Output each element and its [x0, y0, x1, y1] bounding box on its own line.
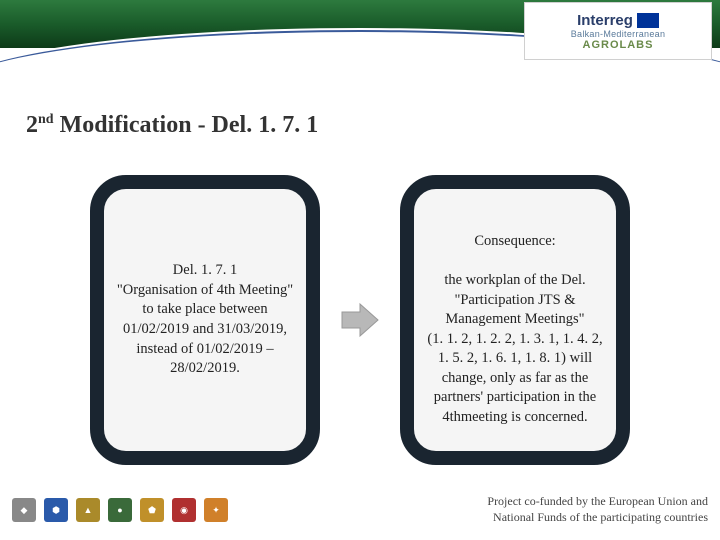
partner-logo-2: ⬢: [44, 498, 68, 522]
cofund-text: Project co-funded by the European Union …: [487, 494, 708, 525]
title-prefix: 2: [26, 112, 38, 138]
footer: ◆ ⬢ ▲ ● ⬟ ◉ ✦ Project co-funded by the E…: [0, 486, 720, 534]
partner-logo-6: ◉: [172, 498, 196, 522]
eu-flag-icon: [637, 13, 659, 28]
page-title: 2nd Modification - Del. 1. 7. 1: [26, 112, 318, 139]
card-right: Consequence: the workplan of the Del. "P…: [400, 175, 630, 465]
card-right-text: Consequence: the workplan of the Del. "P…: [422, 212, 608, 427]
cofund-line1: Project co-funded by the European Union …: [487, 494, 708, 508]
content-row: Del. 1. 7. 1 "Organisation of 4th Meetin…: [0, 170, 720, 470]
title-rest: Modification - Del. 1. 7. 1: [54, 112, 319, 138]
partner-logo-3: ▲: [76, 498, 100, 522]
partner-logo-4: ●: [108, 498, 132, 522]
partner-logos: ◆ ⬢ ▲ ● ⬟ ◉ ✦: [12, 498, 228, 522]
card-right-header: Consequence:: [422, 232, 608, 252]
logo-project: AGROLABS: [583, 39, 654, 51]
card-right-body: the workplan of the Del. "Participation …: [427, 272, 602, 425]
card-left-text: Del. 1. 7. 1 "Organisation of 4th Meetin…: [112, 261, 298, 378]
title-sup: nd: [38, 112, 54, 127]
partner-logo-5: ⬟: [140, 498, 164, 522]
logo-main: Interreg: [577, 12, 633, 29]
partner-logo-7: ✦: [204, 498, 228, 522]
arrow-icon: [338, 298, 382, 342]
program-logo: Interreg Balkan-Mediterranean AGROLABS: [524, 2, 712, 60]
card-left: Del. 1. 7. 1 "Organisation of 4th Meetin…: [90, 175, 320, 465]
logo-subtitle: Balkan-Mediterranean: [571, 29, 666, 39]
cofund-line2: National Funds of the participating coun…: [493, 510, 708, 524]
partner-logo-1: ◆: [12, 498, 36, 522]
